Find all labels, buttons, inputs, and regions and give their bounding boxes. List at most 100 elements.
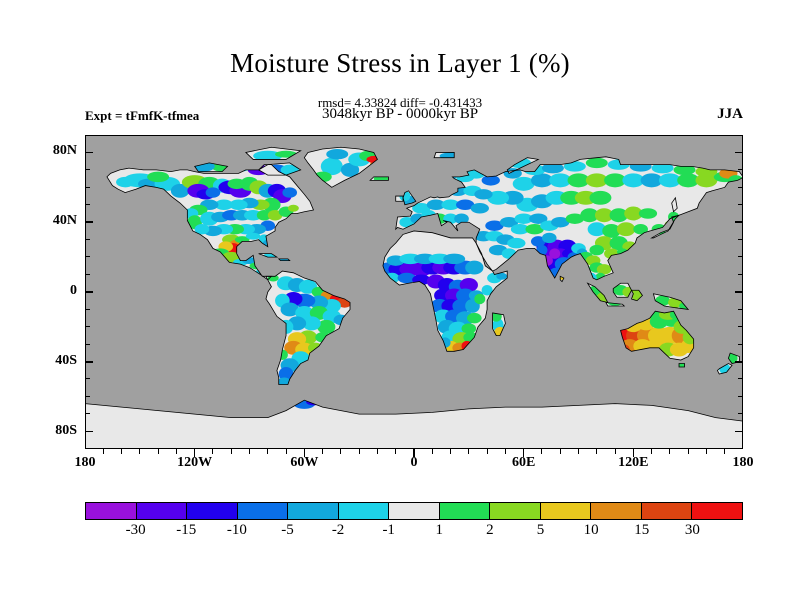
- coastline-australia: [620, 310, 695, 361]
- anomaly-patch: [244, 210, 263, 221]
- anomaly-patch: [673, 164, 696, 176]
- x-axis-tick-minor: [267, 449, 269, 454]
- colorbar-tick-label: 2: [486, 522, 494, 538]
- colorbar: [85, 502, 743, 520]
- anomaly-patch: [282, 187, 298, 198]
- anomaly-patch: [194, 223, 210, 235]
- x-axis-tick-minor: [249, 449, 250, 454]
- anomaly-patch: [530, 236, 546, 247]
- coastline-baffin: [257, 162, 302, 176]
- y-axis-tick-minor: [85, 256, 90, 258]
- y-axis-tick-minor: [85, 204, 90, 206]
- anomaly-patch: [567, 173, 590, 188]
- x-axis-tick-major: [303, 449, 306, 457]
- anomaly-patch: [470, 203, 489, 214]
- x-axis-tick-minor: [450, 449, 452, 454]
- anomaly-patch: [302, 316, 321, 331]
- coastline-antarctica: [85, 399, 743, 449]
- x-axis-label: 180: [732, 455, 754, 470]
- anomaly-patch: [459, 278, 478, 292]
- x-axis-label: 0: [410, 455, 418, 470]
- anomaly-patch: [465, 260, 484, 275]
- anomaly-patch: [640, 173, 663, 188]
- anomaly-patch: [426, 199, 446, 211]
- y-axis-tick-major: [85, 430, 93, 433]
- anomaly-patch: [651, 162, 674, 174]
- anomaly-patch: [616, 222, 636, 237]
- x-axis-tick-minor: [102, 449, 104, 454]
- anomaly-patch: [287, 204, 299, 212]
- coastline-eurasia: [395, 156, 743, 281]
- coastline-ellesmere: [245, 146, 302, 160]
- anomaly-patch: [507, 237, 526, 249]
- anomaly-patch: [340, 162, 360, 177]
- coastline-samerica: [265, 270, 351, 385]
- x-axis-tick-minor: [358, 449, 360, 454]
- anomaly-patch: [638, 208, 658, 219]
- y-axis-tick-minor: [85, 326, 90, 328]
- x-axis-tick-minor: [322, 449, 324, 454]
- x-axis-tick-minor: [157, 449, 159, 454]
- coastline-namerica: [106, 164, 315, 281]
- anomaly-patch: [245, 232, 261, 240]
- anomaly-patch: [397, 272, 416, 284]
- anomaly-patch: [530, 173, 553, 188]
- y-axis-tick-minor: [738, 238, 743, 240]
- anomaly-patch: [256, 210, 272, 221]
- coastline-java: [605, 301, 626, 307]
- coastline-nz_s: [716, 363, 733, 375]
- anomaly-patch: [454, 213, 469, 224]
- anomaly-patch: [267, 210, 283, 221]
- coastline-cuba: [258, 253, 279, 258]
- x-axis-tick-minor: [212, 449, 214, 454]
- x-axis-tick-minor: [651, 449, 653, 454]
- x-axis-tick-minor: [541, 449, 543, 454]
- y-axis-tick-minor: [738, 343, 743, 345]
- x-axis-tick-major: [413, 449, 415, 457]
- colorbar-tick-label: -30: [125, 522, 146, 538]
- landmass-antarctica: [85, 400, 743, 449]
- anomaly-patch: [589, 190, 612, 205]
- anomaly-patch: [326, 148, 349, 160]
- anomaly-patch: [602, 223, 621, 238]
- y-axis-tick-minor: [85, 169, 90, 171]
- anomaly-patch: [510, 223, 530, 235]
- y-axis-tick-minor: [738, 204, 743, 206]
- colorbar-segment: [489, 503, 540, 519]
- colorbar-tick-label: -5: [281, 522, 294, 538]
- colorbar-tick-label: -1: [382, 522, 395, 538]
- coastline-sakhalin: [671, 196, 678, 213]
- x-axis-tick-major: [193, 449, 196, 457]
- x-axis-tick-minor: [596, 449, 598, 454]
- anomaly-patch: [512, 176, 535, 191]
- x-axis-tick-minor: [230, 449, 232, 454]
- y-axis-tick-major: [735, 430, 743, 433]
- anomaly-patch: [609, 208, 628, 223]
- colorbar-segment: [691, 503, 742, 519]
- colorbar-tick-label: -15: [176, 522, 197, 538]
- anomaly-patch: [441, 199, 460, 211]
- y-axis-tick-minor: [738, 273, 743, 275]
- x-axis-tick-minor: [724, 449, 726, 454]
- coastline-sulawesi: [630, 289, 644, 302]
- anomaly-patch: [474, 293, 486, 305]
- anomaly-patch: [604, 173, 627, 188]
- anomaly-patch: [205, 187, 221, 198]
- anomaly-patch: [587, 222, 606, 237]
- x-axis-tick-minor: [468, 449, 470, 454]
- colorbar-tick-label: 1: [435, 522, 444, 538]
- coastline-newguinea: [652, 293, 690, 310]
- x-axis-tick-minor: [431, 449, 433, 454]
- anomaly-patch: [467, 312, 482, 324]
- anomaly-patch: [485, 220, 504, 231]
- colorbar-tick-label: 30: [684, 522, 700, 538]
- y-axis-tick-major: [85, 221, 93, 223]
- y-axis-tick-minor: [85, 413, 90, 415]
- anomaly-patch: [565, 213, 584, 224]
- colorbar-segment: [86, 503, 136, 519]
- colorbar-tick-label: 5: [536, 522, 545, 538]
- statistics-annotation: rmsd= 4.33824 diff= -0.431433: [317, 95, 483, 110]
- colorbar-segment: [590, 503, 641, 519]
- x-axis-tick-minor: [705, 449, 707, 454]
- anomaly-patch: [580, 208, 599, 223]
